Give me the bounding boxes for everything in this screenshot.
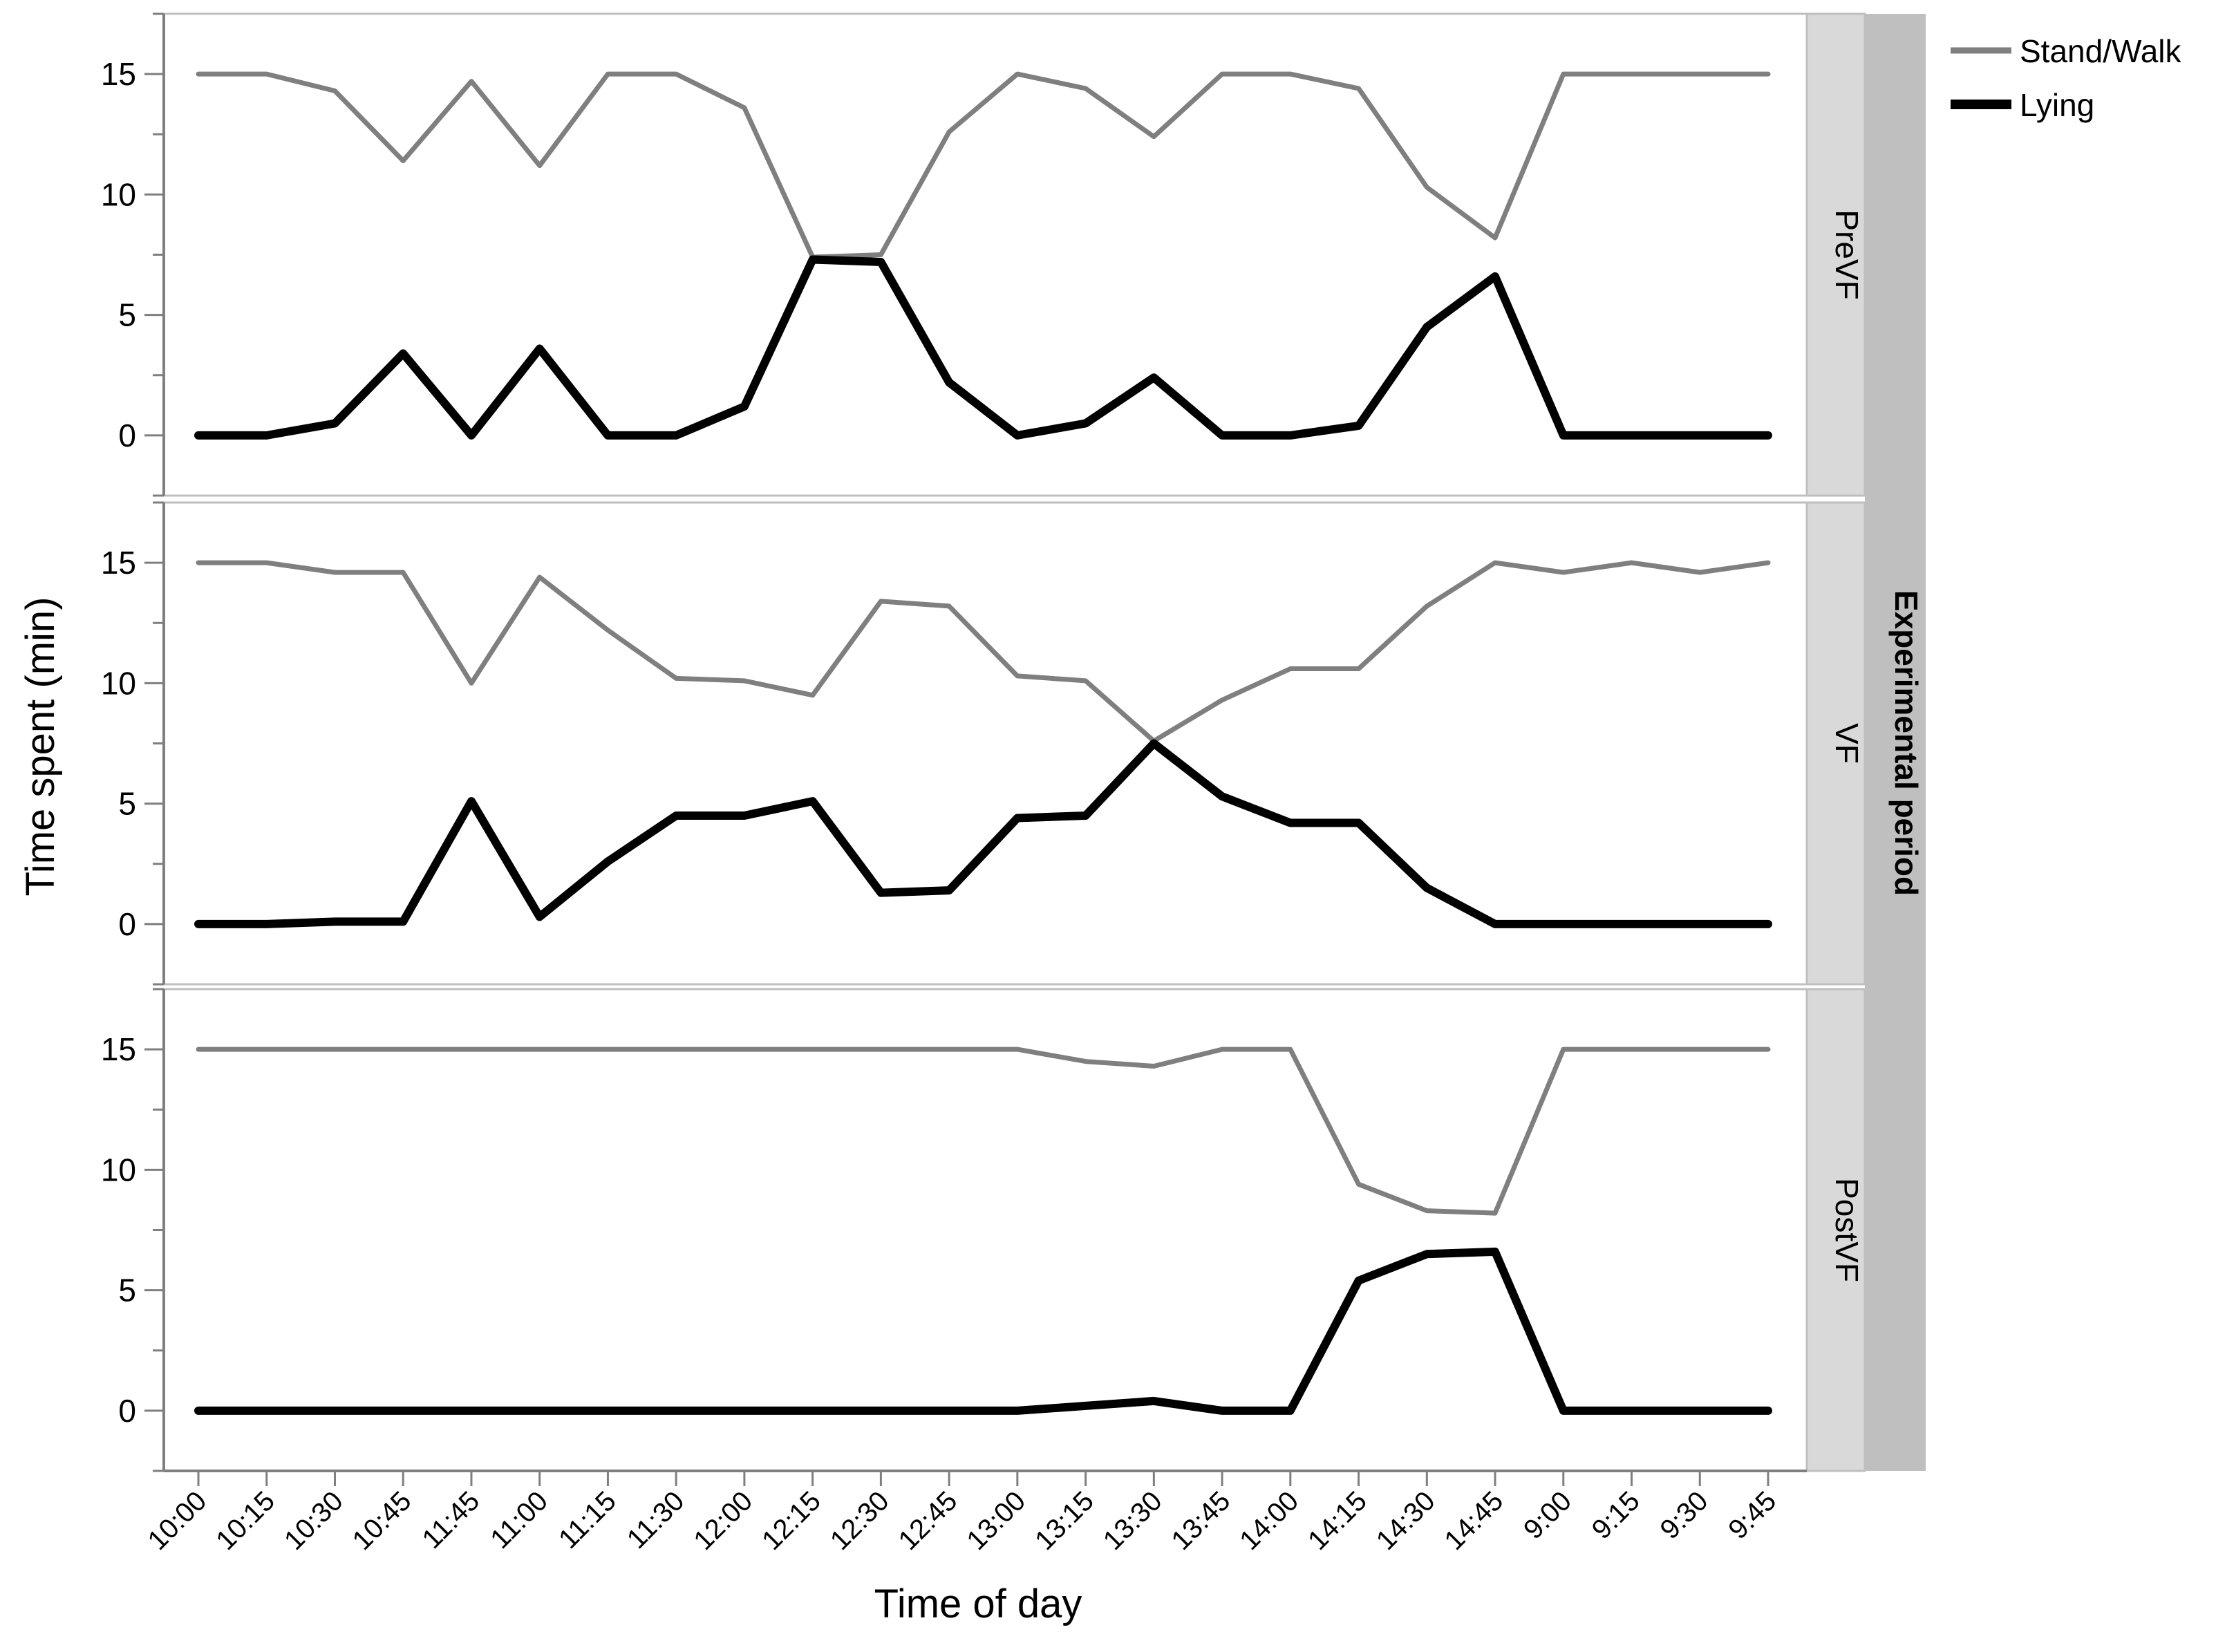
panel-strip-label: PreVF bbox=[1829, 209, 1865, 299]
x-tick-label: 9:15 bbox=[1586, 1485, 1646, 1545]
x-tick-label: 10:00 bbox=[142, 1485, 212, 1556]
x-tick-label: 12:15 bbox=[756, 1485, 827, 1556]
y-tick-label: 15 bbox=[101, 56, 136, 92]
panel-prevf: PreVF 0 5 10 15 bbox=[101, 12, 1866, 497]
y-tick-label: 0 bbox=[118, 906, 136, 942]
x-tick-label: 10:30 bbox=[279, 1485, 349, 1556]
x-tick-label: 13:15 bbox=[1029, 1485, 1100, 1556]
facet-label: Experimental period bbox=[1888, 590, 1924, 896]
y-tick-label: 5 bbox=[118, 297, 136, 333]
x-tick-label: 9:00 bbox=[1518, 1485, 1577, 1545]
y-tick-label: 0 bbox=[118, 417, 136, 453]
x-tick-label: 11:15 bbox=[553, 1485, 622, 1555]
panel-strip bbox=[1805, 501, 1866, 986]
series-line-lying bbox=[194, 739, 1772, 928]
y-tick-label: 10 bbox=[101, 665, 136, 701]
panel-strip-label: PostVF bbox=[1829, 1178, 1865, 1282]
series-line-stand-walk bbox=[196, 71, 1771, 260]
panel-frame bbox=[162, 501, 1808, 986]
panel-strip-label: VF bbox=[1829, 723, 1865, 764]
series-line-lying bbox=[194, 255, 1772, 440]
x-tick-label: 11:00 bbox=[485, 1485, 554, 1555]
y-tick-label: 0 bbox=[118, 1393, 136, 1429]
series-line-stand-walk bbox=[196, 560, 1771, 744]
x-tick-label: 9:30 bbox=[1654, 1485, 1713, 1545]
series-line-stand-walk bbox=[196, 1046, 1771, 1216]
series-line-lying bbox=[194, 1247, 1772, 1415]
panel-strip bbox=[1805, 988, 1866, 1472]
x-tick-label: 11:30 bbox=[621, 1485, 691, 1555]
panels: PreVF 0 5 10 15 VF 0 5 10 15 PostVF 0 5 10 15 bbox=[101, 12, 1866, 1472]
panel-postvf: PostVF 0 5 10 15 bbox=[101, 988, 1866, 1472]
x-tick-label: 13:00 bbox=[961, 1485, 1031, 1556]
y-tick-label: 10 bbox=[101, 1152, 136, 1188]
x-tick-label: 12:00 bbox=[688, 1485, 758, 1556]
panel-vf: VF 0 5 10 15 bbox=[101, 501, 1866, 986]
facet-strip-outer bbox=[1865, 14, 1926, 1471]
x-tick-label: 14:00 bbox=[1234, 1485, 1304, 1556]
x-tick-label: 12:30 bbox=[825, 1485, 895, 1556]
x-axis: 10:0010:1510:3010:4511:4511:0011:1511:30… bbox=[142, 1470, 1807, 1556]
x-tick-label: 13:30 bbox=[1098, 1485, 1168, 1556]
legend-label-standwalk: Stand/Walk bbox=[2020, 33, 2182, 69]
x-tick-label: 13:45 bbox=[1166, 1485, 1237, 1556]
x-tick-label: 14:30 bbox=[1371, 1485, 1441, 1556]
x-tick-label: 10:45 bbox=[347, 1485, 417, 1556]
legend-label-lying: Lying bbox=[2020, 87, 2094, 123]
x-tick-label: 9:45 bbox=[1722, 1485, 1782, 1545]
x-tick-label: 12:45 bbox=[893, 1485, 964, 1556]
x-tick-label: 11:45 bbox=[417, 1485, 486, 1555]
y-tick-label: 5 bbox=[118, 786, 136, 822]
panel-strip bbox=[1805, 12, 1866, 497]
x-tick-label: 10:15 bbox=[210, 1485, 281, 1556]
y-tick-label: 15 bbox=[101, 545, 136, 581]
x-axis-title: Time of day bbox=[874, 1581, 1082, 1626]
y-tick-label: 15 bbox=[101, 1031, 136, 1067]
y-tick-label: 5 bbox=[118, 1273, 136, 1308]
x-tick-label: 14:45 bbox=[1439, 1485, 1510, 1556]
x-tick-label: 14:15 bbox=[1302, 1485, 1373, 1556]
y-tick-label: 10 bbox=[101, 176, 136, 212]
legend: Stand/Walk Lying bbox=[1951, 33, 2182, 123]
y-axis-title: Time spent (min) bbox=[18, 597, 63, 897]
